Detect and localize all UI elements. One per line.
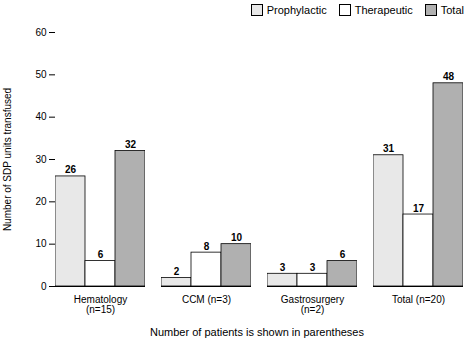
svg-text:32: 32 <box>125 139 137 150</box>
html-text:Number of patients is shown in: Number of patients is shown in parenthes… <box>150 326 364 338</box>
svg-text:2: 2 <box>174 266 180 277</box>
svg-text:20: 20 <box>35 196 47 207</box>
svg-text:31: 31 <box>383 143 395 154</box>
svg-text:48: 48 <box>443 71 455 82</box>
svg-text:26: 26 <box>65 164 77 175</box>
html-text:Prophylactic: Prophylactic <box>266 4 327 16</box>
svg-text:10: 10 <box>231 232 243 243</box>
svg-text:Number of SDP units transfused: Number of SDP units transfused <box>2 88 13 231</box>
svg-text:Gastrosurgery(n=2): Gastrosurgery(n=2) <box>281 294 344 315</box>
svg-text:17: 17 <box>413 203 425 214</box>
svg-text:8: 8 <box>204 241 210 252</box>
svg-text:0: 0 <box>41 281 47 292</box>
svg-text:CCM (n=3): CCM (n=3) <box>182 294 231 305</box>
svg-text:Hematology(n=15): Hematology(n=15) <box>74 294 127 315</box>
svg-text:10: 10 <box>35 238 47 249</box>
html-text:Total: Total <box>440 4 464 16</box>
svg-text:60: 60 <box>35 27 47 38</box>
svg-text:3: 3 <box>310 262 316 273</box>
svg-text:6: 6 <box>98 249 104 260</box>
svg-text:30: 30 <box>35 154 47 165</box>
svg-text:40: 40 <box>35 111 47 122</box>
svg-text:50: 50 <box>35 69 47 80</box>
svg-text:3: 3 <box>280 262 286 273</box>
svg-text:Total (n=20): Total (n=20) <box>392 294 445 305</box>
html-text:Therapeutic: Therapeutic <box>354 4 413 16</box>
svg-text:6: 6 <box>340 249 346 260</box>
